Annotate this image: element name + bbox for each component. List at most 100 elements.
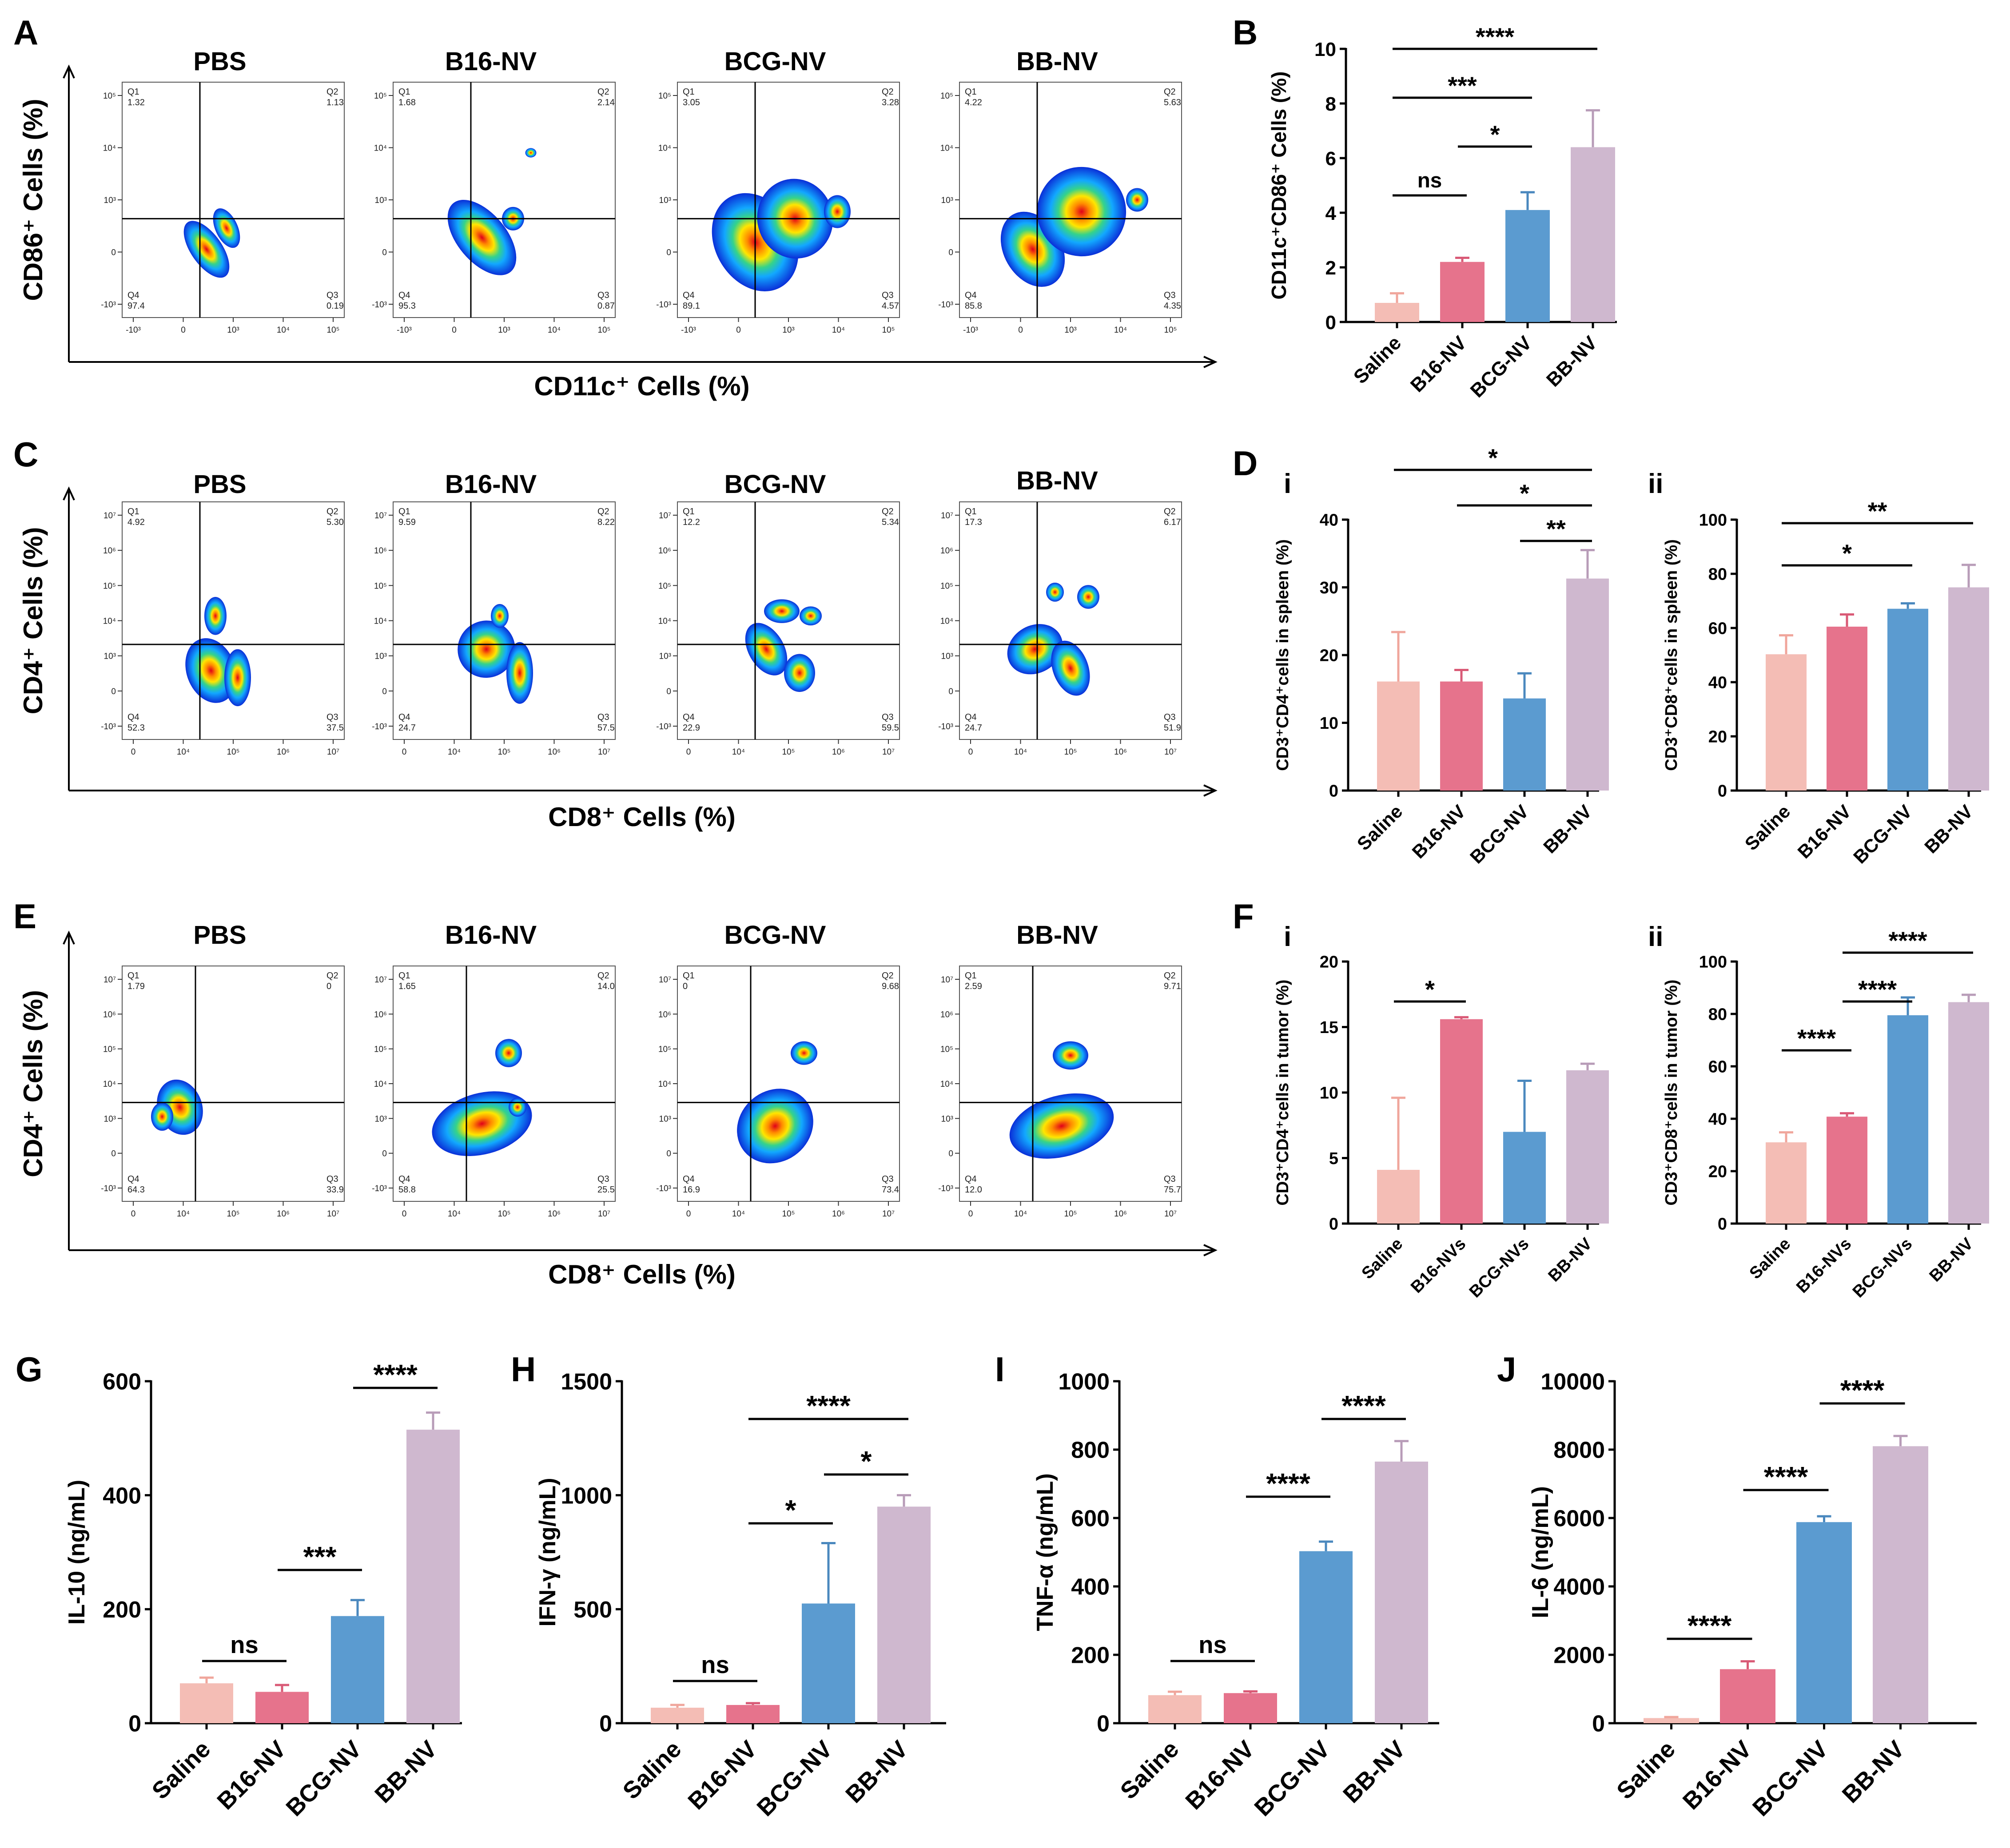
bar-bb-nv [1571,147,1615,322]
y-tick-label: 10⁶ [658,546,671,556]
density-cluster [185,638,237,703]
density-cluster [506,642,533,704]
y-tick-label: 80 [1708,565,1727,584]
y-axis-arrowhead [63,486,75,501]
x-tick-label: 10⁵ [498,1209,510,1219]
y-axis-label: CD11c⁺CD86⁺ Cells (%) [1267,72,1290,300]
y-tick-label: 10 [1320,714,1338,733]
bar-bb-nv [1566,1070,1609,1224]
x-category-label: Saline [147,1736,216,1804]
y-tick-label: 0 [948,687,953,696]
y-tick-label: 60 [1708,1058,1727,1077]
y-axis-label: IL-6 (ng/mL) [1528,1486,1553,1618]
q2-name: Q2 [326,971,338,981]
q4-name: Q4 [398,1174,410,1184]
plot-title: B16-NV [445,921,537,950]
q4-value: 58.8 [398,1185,416,1195]
y-tick-label: 10³ [941,1114,953,1124]
density-cluster [1126,188,1148,212]
bar-bb-nv [1375,1461,1428,1723]
bar-bcg-nv [1299,1551,1353,1723]
panel-letter: A [13,13,38,52]
q3-value: 4.35 [1164,301,1181,311]
y-tick-label: 10⁶ [374,1010,387,1019]
bar-bb-nv [877,1506,931,1723]
plot-frame [959,501,1182,740]
x-tick-label: -10³ [397,326,412,335]
x-tick-label: 10⁴ [177,1209,190,1219]
x-category-label: B16-NV [1180,1736,1259,1815]
x-tick-label: 10⁷ [1164,1209,1177,1219]
x-category-label: BB-NV [840,1736,913,1808]
q2-value: 14.0 [597,982,615,991]
q1-value: 4.22 [965,98,982,107]
q4-name: Q4 [965,1174,977,1184]
y-axis-label: CD3⁺CD4⁺cells in tumor (%) [1274,980,1292,1206]
y-axis-arrowhead [63,64,75,79]
x-tick-label: 0 [402,1209,407,1219]
q2-name: Q2 [326,87,338,97]
y-tick-label: 10⁵ [940,91,953,101]
significance-label: **** [1476,23,1514,51]
bar-bb-nv [1873,1446,1928,1723]
significance-label: * [1520,479,1529,507]
panel-sub-index: i [1284,922,1291,952]
y-tick-label: -10³ [372,722,387,731]
q1-value: 9.59 [398,517,416,527]
significance-label: ** [1868,497,1887,525]
bar-chart-dii: ii 0 20 40 60 80 100 CD3⁺CD8⁺cells in spleen (%… [1648,469,1989,868]
q1-name: Q1 [398,971,410,981]
bar-b16-nv [1440,681,1483,791]
y-tick-label: 10⁴ [103,144,116,153]
bar-chart-b: B 0 2 4 6 8 10 CD11c⁺CD86⁺ Cells (%) Saline B16-N… [1233,13,1617,402]
x-tick-label: 10⁶ [832,747,845,757]
q1-value: 1.32 [127,98,145,107]
q2-name: Q2 [882,971,894,981]
y-tick-label: 200 [103,1597,141,1623]
significance-label: **** [1341,1390,1386,1422]
density-cluster [1046,582,1064,602]
bar-bcg-nvs [1503,1132,1546,1224]
x-tick-label: 10⁶ [548,1209,561,1219]
y-tick-label: 0 [1592,1711,1605,1737]
q3-value: 75.7 [1164,1185,1181,1195]
y-tick-label: 100 [1699,953,1727,972]
plot-title: PBS [193,47,246,76]
plot-title: BCG-NV [724,921,826,950]
q4-name: Q4 [398,712,410,722]
bar-bb-nv [406,1430,460,1723]
y-tick-label: 10³ [104,1114,116,1124]
x-tick-label: 10⁶ [832,1209,845,1219]
q4-value: 97.4 [127,301,145,311]
q4-name: Q4 [398,290,410,300]
q3-name: Q3 [326,1174,338,1184]
x-tick-label: 10³ [782,326,794,335]
x-category-label: Saline [1115,1736,1184,1804]
y-tick-label: 10⁵ [103,1045,116,1054]
bar-chart-fii: ii 0 20 40 60 80 100 CD3⁺CD8⁺cells in tumor (%)… [1648,922,1989,1301]
y-tick-label: 10⁵ [374,91,387,101]
significance-label: ns [1417,169,1442,192]
y-tick-label: 0 [599,1711,612,1737]
x-category-label: Saline [1358,1235,1407,1283]
y-tick-label: 10⁴ [658,617,671,626]
density-cluster [1053,1041,1088,1070]
x-tick-label: 10⁷ [1164,747,1177,757]
y-tick-label: 10⁷ [374,511,387,521]
q3-name: Q3 [1164,712,1176,722]
x-tick-label: 0 [181,326,186,335]
q3-value: 25.5 [597,1185,615,1195]
q1-value: 2.59 [965,982,982,991]
x-tick-label: 10⁵ [498,747,510,757]
bar-bcg-nv [331,1616,384,1723]
bar-bcg-nv [1503,698,1546,791]
bar-b16-nv [1440,262,1485,322]
y-tick-label: 0 [1097,1711,1110,1737]
bar-chart-h: H 0 500 1000 1500 IFN-γ (ng/mL) SalineB16-NVBC… [511,1350,946,1821]
y-axis-label: CD4⁺ Cells (%) [18,527,48,715]
y-tick-label: -10³ [372,300,387,310]
bar-chart-di: Di 0 10 20 30 40 CD3⁺CD4⁺cells in spleen (%) Sa… [1233,444,1609,868]
q2-value: 3.28 [882,98,899,107]
